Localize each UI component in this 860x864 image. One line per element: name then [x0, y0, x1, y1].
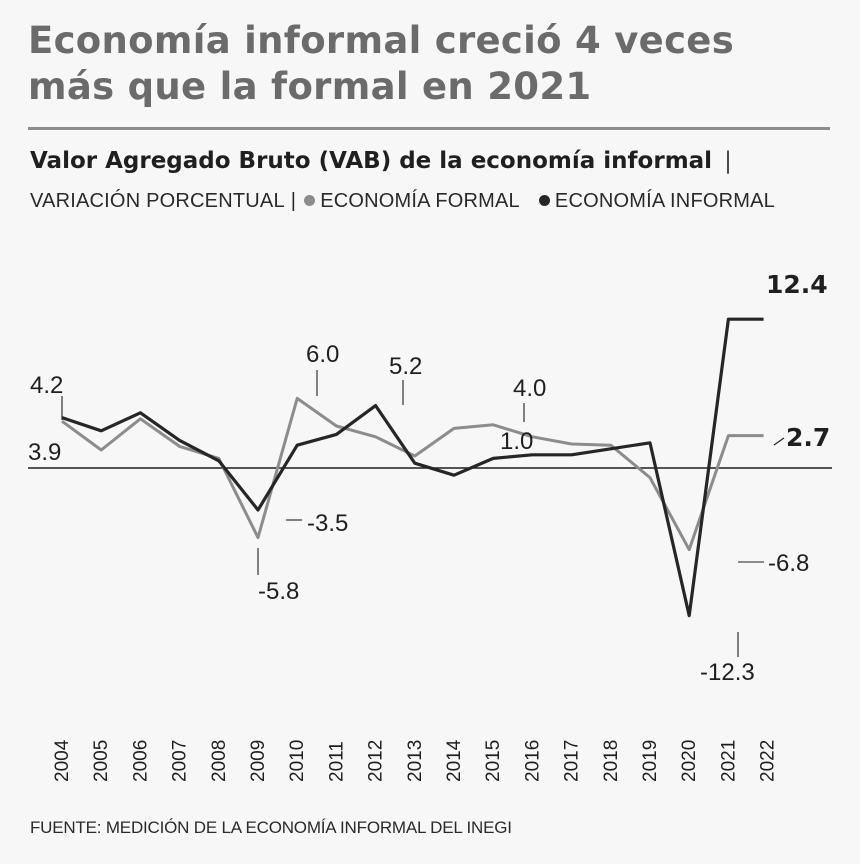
x-tick-label: 2013 — [405, 740, 426, 782]
chart-subtitle: Valor Agregado Bruto (VAB) de la economí… — [30, 148, 840, 174]
x-tick-label: 2012 — [366, 740, 387, 782]
data-label-2022-formal: 2.7 — [786, 423, 830, 452]
data-label-2015-informal: 1.0 — [500, 428, 533, 455]
x-tick-label: 2004 — [52, 739, 73, 782]
x-tick-label: 2020 — [679, 740, 700, 782]
x-tick-label: 2009 — [248, 740, 269, 782]
x-tick-label: 2022 — [758, 740, 779, 782]
x-tick-label: 2016 — [522, 740, 543, 782]
x-tick-label: 2011 — [326, 741, 347, 782]
data-label-2009-informal: -3.5 — [307, 510, 348, 537]
data-label-2012-informal: 5.2 — [389, 353, 422, 380]
legend-formal-label: ECONOMÍA FORMAL — [320, 190, 520, 212]
x-tick-label: 2014 — [444, 739, 465, 782]
x-tick-label: 2005 — [91, 740, 112, 782]
x-tick-label: 2015 — [483, 740, 504, 782]
data-label-2021-formal: -6.8 — [768, 550, 809, 577]
data-label-2004-formal: 3.9 — [28, 439, 61, 466]
x-tick-label: 2018 — [601, 740, 622, 782]
data-label-2004-informal: 4.2 — [30, 372, 63, 399]
x-tick-label: 2008 — [209, 740, 230, 782]
units-label: VARIACIÓN PORCENTUAL — [30, 190, 285, 212]
headline-line-1: Economía informal creció 4 veces — [28, 19, 735, 62]
data-label-2015-formal: 4.0 — [513, 375, 546, 402]
data-label-2010-formal: 6.0 — [306, 341, 339, 368]
series-line-formal — [61, 396, 764, 552]
data-label-2022-informal: 12.4 — [766, 270, 828, 299]
informal-dot-icon — [538, 195, 550, 206]
formal-dot-icon — [304, 195, 316, 206]
x-tick-label: 2021 — [718, 740, 739, 782]
headline-line-2: más que la formal en 2021 — [28, 65, 592, 108]
subtitle-text: Valor Agregado Bruto (VAB) de la economí… — [30, 148, 713, 174]
headline: Economía informal creció 4 veces más que… — [28, 18, 838, 110]
x-tick-label: 2006 — [130, 740, 151, 782]
x-tick-label: 2010 — [287, 740, 308, 782]
x-tick-label: 2007 — [170, 740, 191, 782]
series-line-informal — [61, 317, 764, 618]
legend-separator: | — [290, 190, 297, 212]
source-note: FUENTE: MEDICIÓN DE LA ECONOMÍA INFORMAL… — [30, 818, 512, 837]
x-tick-label: 2019 — [640, 740, 661, 782]
legend: VARIACIÓN PORCENTUAL | ECONOMÍA FORMAL ECO… — [30, 190, 850, 213]
legend-informal-label: ECONOMÍA INFORMAL — [554, 190, 775, 212]
data-label-2021-informal: -12.3 — [700, 659, 755, 686]
x-tick-label: 2017 — [562, 740, 583, 782]
subtitle-separator: | — [724, 148, 732, 174]
title-divider — [28, 127, 830, 130]
label-leader — [773, 437, 785, 446]
data-label-2009-formal: -5.8 — [258, 578, 299, 605]
